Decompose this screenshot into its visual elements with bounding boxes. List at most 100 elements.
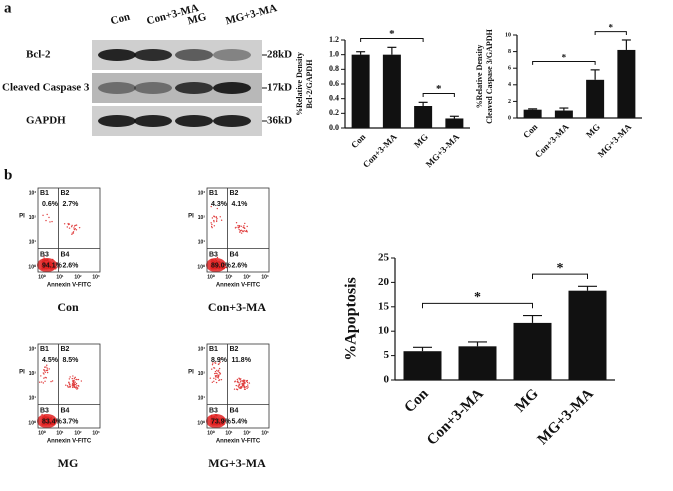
event-dot xyxy=(215,372,217,375)
event-dot xyxy=(218,379,221,381)
event-dot xyxy=(235,221,238,224)
event-dot xyxy=(56,262,58,264)
event-dot xyxy=(238,226,241,228)
event-dot xyxy=(219,216,221,218)
event-dot xyxy=(220,219,223,221)
event-dot xyxy=(244,381,246,384)
blot-row-label: Cleaved Caspase 3 xyxy=(2,82,90,94)
event-dot xyxy=(236,378,239,381)
quadrant-name: B3 xyxy=(40,251,49,258)
quadrant-name: B2 xyxy=(60,190,69,197)
event-dot xyxy=(77,378,80,381)
event-dot xyxy=(45,219,47,222)
quadrant-value: 4.1% xyxy=(231,201,248,208)
plot-caption: MG+3-MA xyxy=(208,456,266,470)
event-dot xyxy=(216,369,218,372)
event-dot xyxy=(80,380,83,382)
x-tick-label: 10² xyxy=(74,274,82,280)
event-dot xyxy=(248,382,251,384)
y-tick-label: 10³ xyxy=(198,190,206,196)
plot-caption: Con xyxy=(57,300,79,314)
event-dot xyxy=(219,361,221,363)
y-tick-label: 10⁰ xyxy=(197,420,205,426)
blot-band xyxy=(134,82,172,94)
event-dot xyxy=(244,222,246,225)
event-dot xyxy=(214,376,217,378)
event-cluster xyxy=(37,414,57,428)
event-dot xyxy=(45,377,48,379)
event-dot xyxy=(50,380,52,383)
x-tick-label: 10² xyxy=(74,430,82,436)
event-dot xyxy=(210,225,213,228)
event-dot xyxy=(211,364,214,366)
x-tick-label: MG+3-MA xyxy=(424,131,462,169)
event-dot xyxy=(71,233,73,236)
y-tick-label: 25 xyxy=(378,252,390,264)
quadrant-name: B1 xyxy=(209,190,218,197)
quadrant-value: 73.9% xyxy=(211,418,232,425)
event-dot xyxy=(238,228,240,231)
bar xyxy=(554,110,573,118)
blot-band xyxy=(213,82,251,94)
x-tick-label: 10⁰ xyxy=(207,430,215,436)
event-dot xyxy=(242,226,244,228)
event-dot xyxy=(75,382,78,385)
event-dot xyxy=(239,229,242,232)
y-tick-label: 10¹ xyxy=(29,240,37,246)
event-dot xyxy=(238,377,240,379)
event-dot xyxy=(214,372,216,375)
y-tick-label: 10⁰ xyxy=(28,420,36,426)
event-dot xyxy=(44,380,46,382)
event-dot xyxy=(43,369,45,371)
quadrant-name: B4 xyxy=(60,251,69,258)
event-dot xyxy=(215,381,218,384)
event-dot xyxy=(68,378,71,380)
event-dot xyxy=(247,384,249,386)
x-tick-label: Con xyxy=(402,385,433,416)
x-tick-label: 10⁰ xyxy=(207,274,215,280)
plot-frame xyxy=(206,187,270,273)
event-dot xyxy=(215,220,218,223)
bar xyxy=(403,351,442,380)
event-dot xyxy=(73,382,75,384)
size-label: 28kD xyxy=(267,49,292,61)
blot-band xyxy=(98,115,136,127)
quadrant-name: B4 xyxy=(229,251,238,258)
event-dot xyxy=(213,225,216,227)
x-axis-label: Annexin V-FITC xyxy=(216,439,261,445)
event-dot xyxy=(70,226,73,228)
event-dot xyxy=(46,371,49,374)
x-tick-label: MG xyxy=(412,132,430,150)
event-dot xyxy=(39,381,41,383)
event-dot xyxy=(244,388,246,391)
event-dot xyxy=(240,225,242,227)
quadrant-name: B4 xyxy=(60,407,69,414)
event-dot xyxy=(238,384,240,386)
event-dot xyxy=(210,222,212,224)
x-tick-label: 10⁰ xyxy=(38,274,46,280)
event-dot xyxy=(67,222,69,225)
x-tick-label: 10¹ xyxy=(56,274,64,280)
y-axis-label: %Apoptosis xyxy=(343,277,360,361)
blot-band xyxy=(134,49,172,61)
blot-band xyxy=(98,49,136,61)
event-dot xyxy=(244,379,246,382)
event-dot xyxy=(73,227,75,229)
quadrant-value: 2.6% xyxy=(231,262,248,269)
event-dot xyxy=(242,382,244,385)
event-dot xyxy=(78,226,81,229)
event-dot xyxy=(217,369,220,372)
event-dot xyxy=(48,368,50,370)
event-dot xyxy=(74,376,76,379)
event-dot xyxy=(43,377,45,379)
x-tick-label: 10³ xyxy=(92,430,100,436)
plot-caption: Con+3-MA xyxy=(208,300,267,314)
quadrant-name: B4 xyxy=(229,407,238,414)
event-dot xyxy=(217,374,220,376)
significance-label: * xyxy=(562,53,567,63)
event-dot xyxy=(42,372,45,374)
event-dot xyxy=(45,366,47,368)
event-dot xyxy=(51,380,54,382)
event-dot xyxy=(240,380,242,383)
blot-column-label: MG xyxy=(186,11,208,28)
